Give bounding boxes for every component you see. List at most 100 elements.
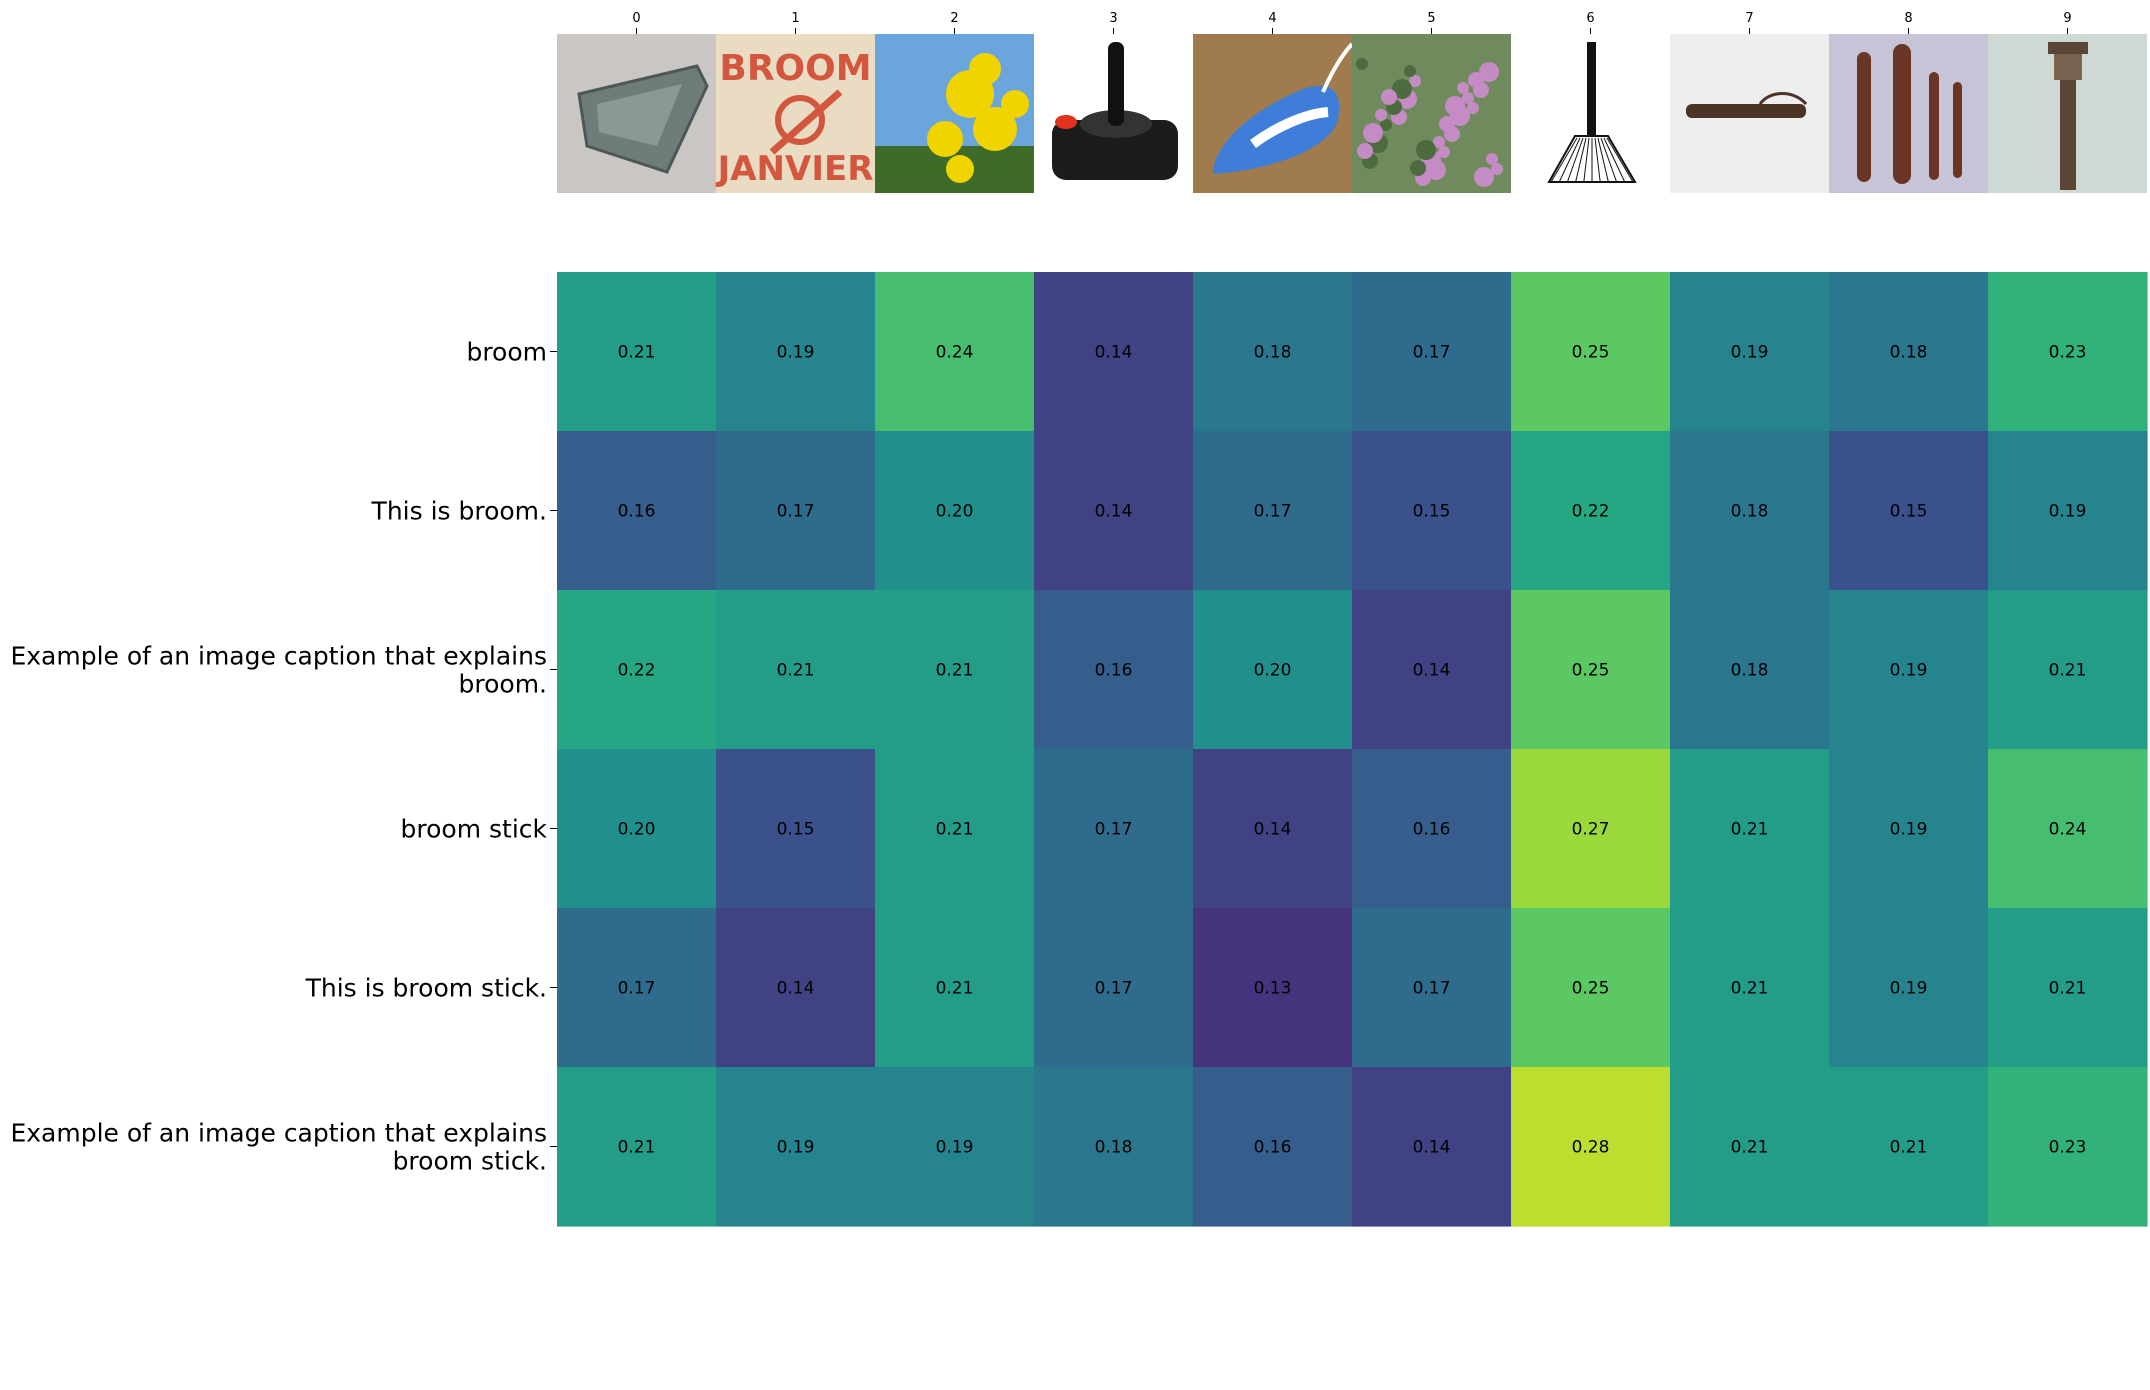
- joystick-base-shape: [1052, 120, 1178, 180]
- column-tick-label: 7: [1745, 11, 1753, 26]
- heatmap-cell: [716, 908, 876, 1068]
- cell-value-label: 0.18: [1731, 661, 1769, 681]
- heather-blossom-shape: [1433, 136, 1445, 148]
- cell-value-label: 0.19: [936, 1138, 974, 1158]
- heatmap-cell: [557, 272, 717, 432]
- heatmap-cell: [1829, 1067, 1989, 1227]
- heatmap-cell: [716, 749, 876, 909]
- heatmap-cell: [557, 908, 717, 1068]
- cell-value-label: 0.24: [936, 343, 974, 363]
- heatmap-cell: [716, 590, 876, 750]
- cell-value-label: 0.21: [936, 820, 974, 840]
- joystick-button-shape: [1055, 115, 1077, 129]
- heather-blossom-shape: [1410, 160, 1426, 176]
- heather-blossom-shape: [1479, 62, 1499, 82]
- heather-blossom-shape: [1363, 123, 1383, 143]
- heather-blossom-shape: [1392, 79, 1412, 99]
- heatmap-cell: [1670, 749, 1830, 909]
- heatmap-cell: [1034, 590, 1194, 750]
- cell-value-label: 0.22: [1572, 502, 1610, 522]
- cell-value-label: 0.21: [1890, 1138, 1928, 1158]
- heatmap-cell: [1034, 1067, 1194, 1227]
- column-tick-label: 0: [632, 11, 640, 26]
- poster-circle-shape: [775, 95, 825, 145]
- heather-blossom-shape: [1438, 146, 1450, 158]
- row-label: This is broom stick.: [305, 974, 547, 1003]
- cell-value-label: 0.21: [2049, 979, 2087, 999]
- cell-value-label: 0.20: [1254, 661, 1292, 681]
- heatmap-cell: [875, 272, 1035, 432]
- heatmap-cell: [1829, 749, 1989, 909]
- broom-bristle-line: [1606, 137, 1634, 183]
- cell-value-label: 0.19: [777, 343, 815, 363]
- cell-value-label: 0.21: [936, 979, 974, 999]
- column-tick-label: 6: [1586, 11, 1594, 26]
- heather-blossom-shape: [1380, 119, 1392, 131]
- heatmap-cell: [1193, 1067, 1353, 1227]
- heather-blossom-shape: [1416, 140, 1436, 160]
- heatmap-cell: [1670, 431, 1830, 591]
- cell-value-label: 0.19: [777, 1138, 815, 1158]
- cell-value-label: 0.18: [1890, 343, 1928, 363]
- cell-value-label: 0.28: [1572, 1138, 1610, 1158]
- flower-cluster-shape: [973, 107, 1017, 151]
- iron-handle-shape: [1250, 107, 1329, 149]
- cell-value-label: 0.15: [777, 820, 815, 840]
- thumbnail-strip: BROOM JANVIER: [557, 34, 2147, 193]
- joystick-icon: [1034, 34, 1193, 193]
- heather-blossom-shape: [1491, 163, 1503, 175]
- heather-blossom-shape: [1486, 153, 1498, 165]
- heatmap-cell: [1670, 590, 1830, 750]
- heatmap-cell: [716, 1067, 876, 1227]
- clothes-iron-icon: [1193, 34, 1354, 193]
- heatmap-cell: [716, 272, 876, 432]
- column-tick-group: 0 1 2 3 4 5 6 7 8 9: [632, 11, 2072, 34]
- heatmap-cell: [1988, 590, 2148, 750]
- cell-value-label: 0.19: [2049, 502, 2087, 522]
- joystick-stick-shape: [1108, 42, 1124, 126]
- cell-value-label: 0.18: [1731, 502, 1769, 522]
- row-label: broom stick: [401, 815, 548, 844]
- cell-value-label: 0.14: [1413, 1138, 1451, 1158]
- broom-bristle-line: [1583, 137, 1590, 183]
- cell-value-label: 0.21: [2049, 661, 2087, 681]
- cell-value-label: 0.25: [1572, 343, 1610, 363]
- cell-value-label: 0.21: [1731, 820, 1769, 840]
- cell-value-label: 0.14: [777, 979, 815, 999]
- carved-stick-shape: [1953, 82, 1962, 178]
- heather-blossom-shape: [1357, 143, 1373, 159]
- broom-bristle-line: [1566, 137, 1584, 183]
- cell-value-label: 0.16: [618, 502, 656, 522]
- heatmap-cell: [1193, 431, 1353, 591]
- row-label: Example of an image caption that explain…: [10, 642, 547, 671]
- column-capital-shape: [2048, 42, 2088, 54]
- heatmap-cell: [1352, 749, 1512, 909]
- row-label-group: broom This is broom. Example of an image c…: [10, 338, 557, 1176]
- carved-sticks-icon: [1829, 34, 1988, 193]
- heatmap-cell: [1988, 908, 2148, 1068]
- flower-cluster-shape: [1001, 90, 1029, 118]
- row-label: broom stick.: [393, 1147, 547, 1176]
- heatmap-cell: [875, 431, 1035, 591]
- column-tick-label: 5: [1427, 11, 1435, 26]
- poster-title-text: BROOM: [719, 48, 871, 89]
- row-label: Example of an image caption that explain…: [10, 1119, 547, 1148]
- heather-blossom-shape: [1439, 116, 1455, 132]
- heatmap-cell: [557, 1067, 717, 1227]
- carved-stick-shape: [1893, 44, 1911, 184]
- cell-value-label: 0.14: [1254, 820, 1292, 840]
- cell-value-label: 0.21: [618, 1138, 656, 1158]
- cell-value-label: 0.16: [1413, 820, 1451, 840]
- cell-value-label: 0.17: [777, 502, 815, 522]
- cell-value-label: 0.21: [1731, 1138, 1769, 1158]
- heatmap-cell: [557, 590, 717, 750]
- heatmap-cell: [1988, 749, 2148, 909]
- heatmap-cell: [875, 1067, 1035, 1227]
- heatmap-cell: [1670, 272, 1830, 432]
- broom-bristle-line: [1550, 137, 1578, 183]
- heatmap-cell: [1511, 590, 1671, 750]
- cell-value-label: 0.16: [1254, 1138, 1292, 1158]
- cell-value-label: 0.17: [1413, 343, 1451, 363]
- cell-value-label: 0.14: [1095, 343, 1133, 363]
- flower-cluster-shape: [927, 121, 963, 157]
